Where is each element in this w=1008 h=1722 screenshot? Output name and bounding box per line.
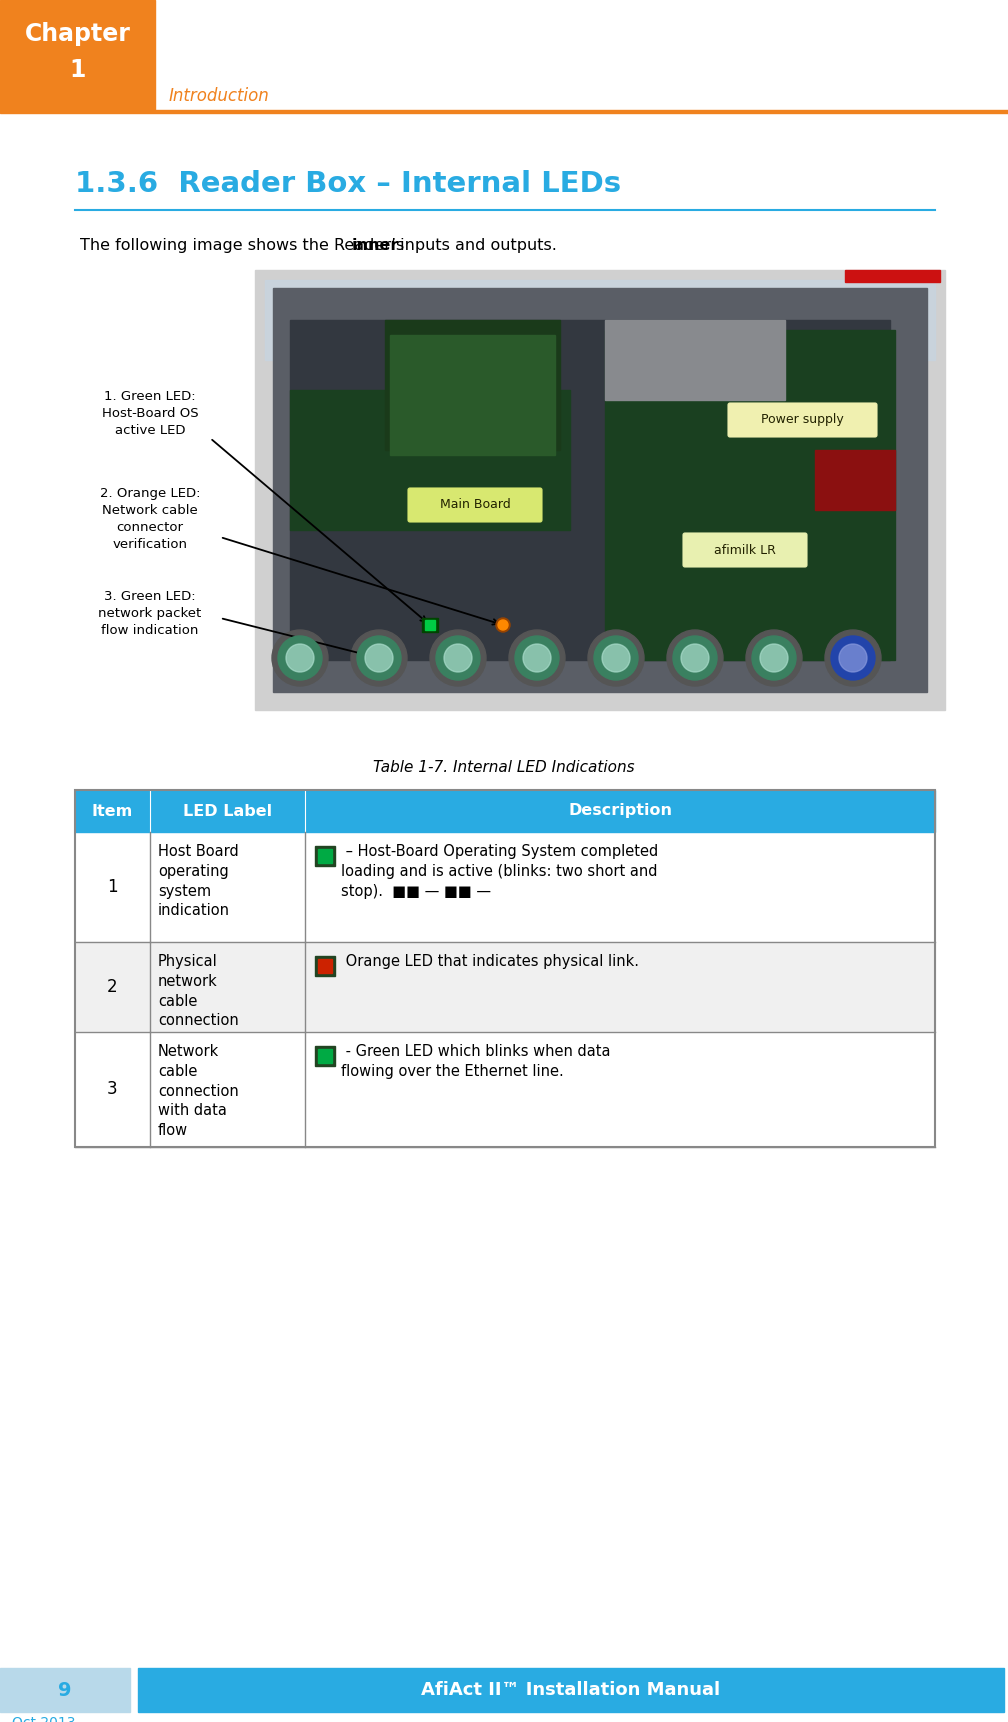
Circle shape (436, 635, 480, 680)
Circle shape (430, 630, 486, 685)
Text: 1.3.6  Reader Box – Internal LEDs: 1.3.6 Reader Box – Internal LEDs (75, 170, 621, 198)
Bar (290, 320, 890, 660)
Text: Oct 2013: Oct 2013 (12, 1717, 76, 1722)
Text: Introduction: Introduction (169, 88, 270, 105)
Circle shape (444, 644, 472, 672)
Circle shape (746, 630, 802, 685)
Text: – Host-Board Operating System completed
loading and is active (blinks: two short: – Host-Board Operating System completed … (341, 844, 658, 899)
Circle shape (667, 630, 723, 685)
Circle shape (673, 635, 717, 680)
Bar (75, 790, 150, 832)
Text: afimilk LR: afimilk LR (714, 544, 776, 556)
Circle shape (594, 635, 638, 680)
Text: inputs and outputs.: inputs and outputs. (395, 238, 556, 253)
Circle shape (351, 630, 407, 685)
Circle shape (839, 644, 867, 672)
Circle shape (681, 644, 709, 672)
Circle shape (278, 635, 322, 680)
Circle shape (286, 644, 314, 672)
Text: 1: 1 (107, 878, 118, 895)
Circle shape (760, 644, 788, 672)
Text: - Green LED which blinks when data
flowing over the Ethernet line.: - Green LED which blinks when data flowi… (341, 1044, 611, 1078)
Bar (314, 956, 335, 976)
Circle shape (588, 630, 644, 685)
Text: Orange LED that indicates physical link.: Orange LED that indicates physical link. (341, 954, 639, 969)
Bar (138, 1669, 1004, 1712)
FancyBboxPatch shape (408, 487, 542, 522)
Bar (605, 320, 785, 400)
Bar (314, 1045, 335, 1066)
Bar (75, 790, 935, 1147)
Text: Host Board
operating
system
indication: Host Board operating system indication (158, 844, 239, 918)
Text: 2: 2 (107, 978, 118, 995)
Text: 9: 9 (58, 1681, 72, 1700)
Text: Description: Description (568, 804, 672, 818)
Text: Network
cable
connection
with data
flow: Network cable connection with data flow (158, 1044, 239, 1138)
Circle shape (831, 635, 875, 680)
FancyBboxPatch shape (683, 534, 807, 567)
Bar (265, 281, 935, 360)
Text: The following image shows the Reader’s: The following image shows the Reader’s (80, 238, 409, 253)
Bar (318, 849, 332, 863)
Circle shape (496, 618, 510, 632)
Bar (75, 1031, 935, 1147)
Bar (318, 1049, 332, 1062)
Bar (150, 790, 305, 832)
Circle shape (602, 644, 630, 672)
Bar (0, 110, 1008, 114)
Bar (75, 942, 935, 1031)
Circle shape (752, 635, 796, 680)
Text: 3: 3 (107, 1080, 118, 1099)
Bar (605, 331, 895, 660)
FancyBboxPatch shape (728, 403, 877, 437)
Text: Power supply: Power supply (761, 413, 844, 427)
Bar (390, 336, 555, 455)
Text: Chapter
1: Chapter 1 (24, 22, 130, 81)
Text: LED Label: LED Label (182, 804, 272, 818)
Circle shape (365, 644, 393, 672)
Circle shape (515, 635, 559, 680)
Circle shape (523, 644, 551, 672)
Bar (318, 959, 332, 973)
Bar (0, 1669, 130, 1712)
Bar (385, 320, 560, 449)
Bar (305, 790, 935, 832)
Bar (422, 618, 438, 632)
Text: Physical
network
cable
connection: Physical network cable connection (158, 954, 239, 1028)
Text: 1. Green LED:
Host-Board OS
active LED: 1. Green LED: Host-Board OS active LED (102, 389, 199, 437)
Bar (75, 832, 935, 942)
Text: inner: inner (352, 238, 399, 253)
Bar (273, 288, 927, 692)
Circle shape (357, 635, 401, 680)
Circle shape (272, 630, 328, 685)
Circle shape (509, 630, 565, 685)
Circle shape (498, 620, 508, 630)
Text: Item: Item (92, 804, 133, 818)
Bar (290, 389, 570, 530)
Circle shape (825, 630, 881, 685)
Bar (425, 620, 435, 630)
Bar (255, 270, 946, 709)
Text: Table 1-7. Internal LED Indications: Table 1-7. Internal LED Indications (373, 759, 635, 775)
Text: AfiAct II™ Installation Manual: AfiAct II™ Installation Manual (421, 1681, 721, 1700)
Text: 3. Green LED:
network packet
flow indication: 3. Green LED: network packet flow indica… (99, 591, 202, 637)
Text: Main Board: Main Board (439, 498, 510, 511)
Bar (314, 846, 335, 866)
Text: 2. Orange LED:
Network cable
connector
verification: 2. Orange LED: Network cable connector v… (100, 487, 201, 551)
Bar (815, 449, 895, 510)
Bar (0, 0, 155, 110)
Bar (845, 270, 940, 282)
